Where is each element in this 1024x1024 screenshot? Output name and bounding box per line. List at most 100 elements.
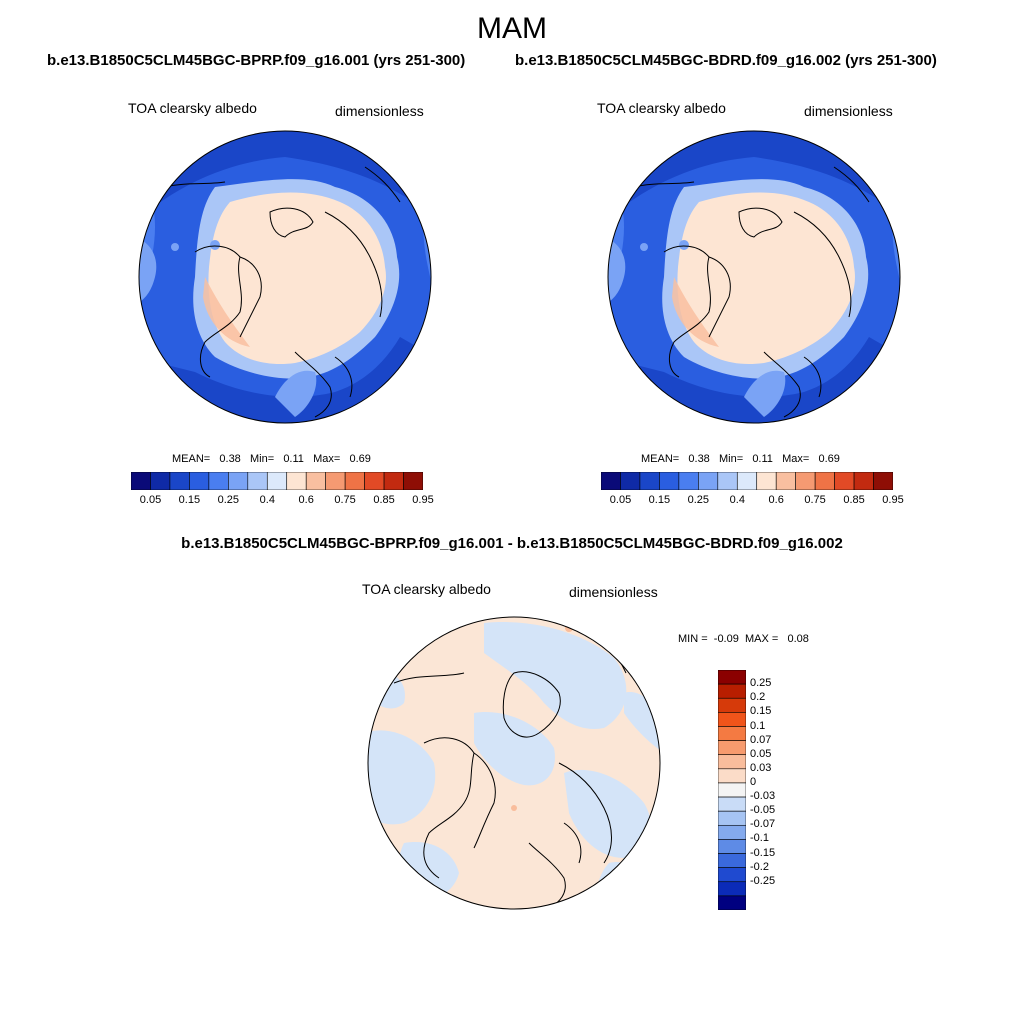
right-variable-label: TOA clearsky albedo xyxy=(597,100,726,116)
colorbar-tick-label: 0.75 xyxy=(334,494,356,506)
colorbar-tick-label: 0.05 xyxy=(750,747,772,760)
colorbar-tick-label: 0.85 xyxy=(373,494,395,506)
colorbar-swatch xyxy=(600,471,621,491)
colorbar-swatch xyxy=(189,471,210,491)
difference-min-label: MIN = xyxy=(678,633,708,645)
left-colorbar-swatches xyxy=(130,471,424,491)
colorbar-swatch xyxy=(814,471,835,491)
colorbar-swatch xyxy=(834,471,855,491)
colorbar-tick-label: 0.15 xyxy=(648,494,671,506)
colorbar-swatch xyxy=(717,867,747,883)
left-min-value: 0.11 xyxy=(283,453,304,465)
colorbar-swatch xyxy=(344,471,365,491)
colorbar-swatch xyxy=(659,471,680,491)
colorbar-tick-label: -0.2 xyxy=(750,860,769,873)
right-mean-label: MEAN= xyxy=(641,453,680,465)
right-stats: MEAN= 0.38 Min= 0.11 Max= 0.69 xyxy=(641,453,840,465)
right-colorbar xyxy=(600,471,894,491)
colorbar-tick-label: -0.07 xyxy=(750,818,776,831)
left-colorbar-labels: 0.05 0.15 0.25 0.4 0.6 0.75 0.85 0.95 xyxy=(131,494,434,508)
right-min-label: Min= xyxy=(718,453,744,465)
difference-max-value: 0.08 xyxy=(787,633,809,645)
colorbar-tick-label: 0.6 xyxy=(298,494,314,506)
colorbar-tick-label: 0.95 xyxy=(412,494,434,506)
left-mean-label: MEAN= xyxy=(172,453,211,465)
colorbar-swatch xyxy=(383,471,404,491)
difference-map xyxy=(367,616,661,910)
colorbar-swatch xyxy=(736,471,758,491)
colorbar-swatch xyxy=(228,471,249,491)
colorbar-swatch xyxy=(286,471,307,491)
colorbar-tick-label: 0.2 xyxy=(750,691,766,704)
colorbar-tick-label: 0.25 xyxy=(750,677,772,690)
right-max-label: Max= xyxy=(782,453,810,465)
colorbar-swatch xyxy=(364,471,385,491)
right-colorbar-swatches xyxy=(600,471,894,491)
colorbar-swatch xyxy=(403,471,424,491)
left-max-value: 0.69 xyxy=(349,453,371,465)
colorbar-tick-label: 0.4 xyxy=(729,494,745,506)
colorbar-tick-label: 0.6 xyxy=(768,494,784,506)
colorbar-swatch xyxy=(717,839,747,854)
left-units-label: dimensionless xyxy=(335,103,424,119)
colorbar-swatch xyxy=(717,853,747,868)
colorbar-tick-label: 0.95 xyxy=(882,494,904,506)
colorbar-tick-label: -0.05 xyxy=(750,804,776,817)
colorbar-tick-label: -0.25 xyxy=(750,874,776,887)
right-case-title: b.e13.B1850C5CLM45BGC-BDRD.f09_g16.002 (… xyxy=(515,52,937,69)
colorbar-tick-label: 0.25 xyxy=(217,494,240,506)
colorbar-swatch xyxy=(795,471,816,491)
right-mean-value: 0.38 xyxy=(688,453,710,465)
colorbar-swatch xyxy=(639,471,660,491)
colorbar-swatch xyxy=(717,683,747,699)
colorbar-swatch xyxy=(620,471,641,491)
left-max-label: Max= xyxy=(313,453,341,465)
left-albedo-map xyxy=(138,130,432,424)
right-max-value: 0.69 xyxy=(818,453,840,465)
colorbar-swatch xyxy=(756,471,777,491)
left-min-label: Min= xyxy=(249,453,275,465)
right-units-label: dimensionless xyxy=(804,103,893,119)
difference-title: b.e13.B1850C5CLM45BGC-BPRP.f09_g16.001 -… xyxy=(181,535,843,552)
colorbar-swatch xyxy=(717,471,738,491)
left-colorbar xyxy=(130,471,424,491)
colorbar-swatch xyxy=(717,881,747,897)
right-min-value: 0.11 xyxy=(752,453,773,465)
colorbar-swatch xyxy=(775,471,796,491)
colorbar-swatch xyxy=(150,471,171,491)
left-case-title: b.e13.B1850C5CLM45BGC-BPRP.f09_g16.001 (… xyxy=(47,52,466,69)
colorbar-swatch xyxy=(717,740,747,756)
left-variable-label: TOA clearsky albedo xyxy=(128,100,257,116)
colorbar-tick-label: 0 xyxy=(750,775,757,788)
colorbar-swatch xyxy=(717,810,747,826)
colorbar-swatch xyxy=(208,471,229,491)
colorbar-tick-label: 0.03 xyxy=(750,761,772,774)
right-colorbar-labels: 0.05 0.15 0.25 0.4 0.6 0.75 0.85 0.95 xyxy=(601,494,904,508)
colorbar-tick-label: 0.05 xyxy=(609,494,632,506)
colorbar-tick-label: -0.15 xyxy=(750,846,776,859)
difference-colorbar-swatches xyxy=(717,669,747,911)
difference-colorbar-labels: 0.25 0.2 0.15 0.1 0.07 0.05 0.03 0 -0.03 -0.05 -0.… xyxy=(750,670,810,910)
colorbar-swatch xyxy=(717,697,747,713)
colorbar-swatch xyxy=(717,796,747,812)
colorbar-swatch xyxy=(130,471,151,491)
colorbar-swatch xyxy=(698,471,719,491)
colorbar-swatch xyxy=(717,768,747,784)
colorbar-swatch xyxy=(717,726,747,741)
colorbar-tick-label: 0.75 xyxy=(804,494,826,506)
colorbar-tick-label: 0.1 xyxy=(750,719,766,732)
colorbar-swatch xyxy=(873,471,894,491)
difference-min-value: -0.09 xyxy=(713,633,739,645)
colorbar-swatch xyxy=(717,669,747,685)
colorbar-tick-label: 0.4 xyxy=(259,494,275,506)
colorbar-swatch xyxy=(853,471,874,491)
colorbar-tick-label: 0.15 xyxy=(750,705,772,718)
colorbar-tick-label: 0.05 xyxy=(139,494,162,506)
difference-variable-label: TOA clearsky albedo xyxy=(362,581,491,597)
season-title: MAM xyxy=(477,12,547,45)
colorbar-swatch xyxy=(266,471,288,491)
colorbar-swatch xyxy=(717,754,747,770)
colorbar-swatch xyxy=(247,471,268,491)
difference-minmax: MIN = -0.09 MAX = 0.08 xyxy=(678,633,809,645)
difference-max-label: MAX = xyxy=(744,633,779,645)
